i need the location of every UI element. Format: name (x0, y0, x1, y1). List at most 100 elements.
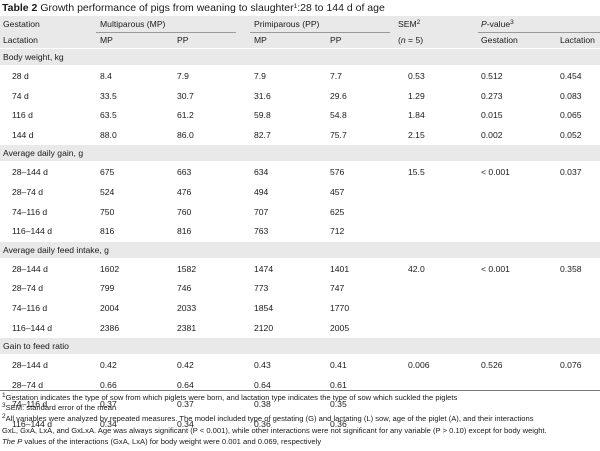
row-label: 28–74 d (12, 187, 44, 197)
value-cell: 88.0 (100, 129, 117, 140)
sem-cell: 1.84 (408, 110, 425, 121)
row-label: 74–116 d (12, 206, 48, 217)
value-cell: 2005 (330, 322, 350, 333)
value-cell: 712 (330, 226, 345, 237)
sem-cell: 42.0 (408, 263, 425, 274)
header-gestation: Gestation (3, 19, 40, 29)
header-rule-pp (250, 32, 390, 33)
value-cell: 0.43 (254, 360, 271, 371)
value-cell: 816 (177, 226, 192, 237)
value-cell: 0.64 (254, 379, 271, 390)
value-cell: 1474 (254, 263, 274, 274)
value-cell: 747 (330, 283, 345, 294)
row-label: 28–74 d (12, 283, 44, 294)
value-cell: 763 (254, 226, 269, 237)
value-cell: 760 (177, 206, 192, 217)
p-lactation-cell: 0.065 (560, 110, 582, 121)
value-cell: 54.8 (330, 110, 347, 121)
value-cell: 7.9 (254, 71, 266, 81)
value-cell: 0.37 (100, 399, 117, 410)
value-cell: 75.7 (330, 129, 347, 140)
p-gestation-cell: 0.015 (481, 110, 503, 121)
header-rule-mp (96, 32, 236, 33)
value-cell: 1401 (330, 263, 350, 274)
p-gestation-cell: 0.002 (481, 129, 503, 140)
table-label: Table 2 (2, 2, 38, 14)
value-cell: 476 (177, 187, 192, 197)
table-bottom-rule (0, 390, 600, 391)
footnote-analysis: 2All variables were analyzed by repeated… (2, 413, 534, 423)
pvalue-footnote-mark: 3 (510, 19, 514, 26)
p-lactation-cell: 0.454 (560, 71, 582, 81)
value-cell: 2033 (177, 303, 197, 313)
value-cell: 29.6 (330, 90, 347, 101)
sem-cell: 0.006 (408, 360, 430, 371)
value-cell: 82.7 (254, 129, 271, 140)
p-lactation-cell: 0.358 (560, 263, 582, 274)
value-cell: 61.2 (177, 110, 194, 121)
row-label: 28–144 d (12, 360, 48, 371)
p-lactation-cell: 0.037 (560, 167, 582, 178)
value-cell: 799 (100, 283, 115, 294)
value-cell: 746 (177, 283, 192, 294)
header-pvalue: P-value3 (481, 19, 514, 29)
sem-footnote-mark: 2 (416, 19, 421, 26)
value-cell: 0.36 (254, 419, 271, 429)
section-title: Gain to feed ratio (3, 341, 69, 352)
header-primiparous: Primiparous (PP) (254, 19, 320, 29)
footnote-sem: 3SEM: standard error of the mean (2, 402, 117, 412)
row-label: 116–144 d (12, 322, 52, 333)
row-label: 116–144 d (12, 419, 52, 429)
value-cell: 0.66 (100, 379, 117, 390)
value-cell: 1854 (254, 303, 274, 313)
value-cell: 30.7 (177, 90, 194, 101)
value-cell: 457 (330, 187, 345, 197)
value-cell: 1770 (330, 303, 350, 313)
value-cell: 0.34 (177, 419, 194, 429)
header-mp-1: MP (100, 35, 113, 45)
header-p-gestation: Gestation (481, 35, 518, 45)
value-cell: 524 (100, 187, 115, 197)
header-pp-1: PP (177, 35, 189, 45)
p-gestation-cell: 0.512 (481, 71, 503, 81)
value-cell: 0.64 (177, 379, 194, 390)
value-cell: 634 (254, 167, 269, 178)
value-cell: 63.5 (100, 110, 117, 121)
sem-cell: 15.5 (408, 167, 425, 178)
sem-cell: 2.15 (408, 129, 425, 140)
value-cell: 494 (254, 187, 269, 197)
value-cell: 0.35 (330, 399, 347, 410)
value-cell: 2004 (100, 303, 120, 313)
value-cell: 773 (254, 283, 269, 294)
footnote-gestation: 1Gestation indicates the type of sow fro… (2, 392, 458, 402)
value-cell: 1582 (177, 263, 197, 274)
value-cell: 750 (100, 206, 115, 217)
row-label: 28–144 d (12, 263, 48, 274)
value-cell: 0.42 (177, 360, 194, 371)
value-cell: 707 (254, 206, 269, 217)
value-cell: 31.6 (254, 90, 271, 101)
caption-footnote-mark: 1 (293, 3, 298, 10)
header-sem: SEM2 (398, 19, 421, 29)
caption-age-range: :28 to 144 d of age (297, 2, 385, 14)
value-cell: 7.7 (330, 71, 342, 81)
row-label: 74 d (12, 90, 29, 101)
header-multiparous: Multiparous (MP) (100, 19, 166, 29)
row-label: 116 d (12, 110, 33, 121)
table-caption: Table 2 Growth performance of pigs from … (2, 2, 385, 15)
p-gestation-cell: 0.526 (481, 360, 503, 371)
header-p-lactation: Lactation (560, 35, 595, 45)
header-lactation: Lactation (3, 35, 38, 45)
header-rule-pvalue (478, 32, 600, 33)
p-lactation-cell: 0.052 (560, 129, 582, 140)
p-lactation-cell: 0.083 (560, 90, 582, 101)
p-gestation-cell: < 0.001 (481, 167, 510, 178)
value-cell: 2386 (100, 322, 120, 333)
p-gestation-cell: 0.273 (481, 90, 503, 101)
caption-text: Growth performance of pigs from weaning … (40, 2, 294, 14)
header-pp-2: PP (330, 35, 342, 45)
value-cell: 0.41 (330, 360, 347, 371)
footnote-analysis-line3: The P values of the interactions (GxA, L… (2, 437, 322, 446)
value-cell: 0.38 (254, 399, 271, 410)
header-n: (n = 5) (398, 35, 424, 45)
